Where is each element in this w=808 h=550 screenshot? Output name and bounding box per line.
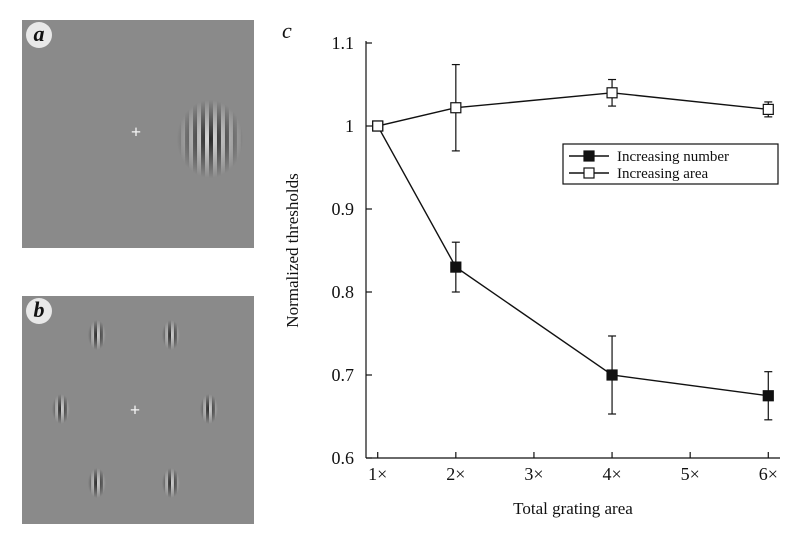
x-tick-label: 3×: [524, 464, 543, 484]
small-grating-patch: [162, 468, 180, 498]
legend-label-increasing-number: Increasing number: [617, 149, 729, 165]
increasing-number-point: [606, 369, 618, 381]
increasing-number-line: [377, 125, 769, 397]
fixation-cross: +: [129, 400, 141, 420]
legend-label-increasing-area: Increasing area: [617, 166, 709, 182]
increasing-area-point: [450, 102, 462, 114]
y-tick-label: 0.7: [332, 365, 355, 385]
x-axis-label: Total grating area: [513, 499, 633, 518]
increasing-number-point: [450, 261, 462, 273]
legend-box: [562, 143, 779, 185]
panel-b-label: b: [26, 298, 52, 324]
stimulus-panel-b: b +: [22, 296, 254, 524]
x-tick-label: 1×: [368, 464, 387, 484]
large-grating-patch: [177, 100, 243, 178]
y-tick-label: 0.9: [332, 199, 355, 219]
small-grating-patch: [88, 320, 106, 350]
increasing-area-point: [762, 103, 774, 116]
y-tick-label: 0.6: [332, 448, 355, 468]
y-tick-label: 1: [345, 116, 354, 136]
small-grating-patch: [162, 320, 180, 350]
x-tick-label: 6×: [759, 464, 778, 484]
x-tick-label: 5×: [681, 464, 700, 484]
y-tick-label: 0.8: [332, 282, 355, 302]
x-tick-label: 2×: [446, 464, 465, 484]
x-tick-label: 4×: [602, 464, 621, 484]
legend-marker-increasing-area: [583, 167, 595, 179]
fixation-cross: +: [130, 122, 142, 142]
increasing-number-point: [762, 390, 774, 402]
small-grating-patch: [88, 468, 106, 498]
panel-c-label: c: [282, 18, 292, 43]
small-grating-patch: [200, 394, 218, 424]
stimulus-panel-a: a +: [22, 20, 254, 248]
legend-marker-increasing-number: [583, 150, 595, 162]
increasing-area-point: [372, 120, 384, 132]
increasing-area-point: [606, 87, 618, 99]
y-tick-label: 1.1: [332, 33, 355, 53]
y-axis-label: Normalized thresholds: [283, 173, 302, 327]
panel-a-label: a: [26, 22, 52, 48]
small-grating-patch: [52, 394, 70, 424]
increasing-area-line: [377, 92, 769, 127]
